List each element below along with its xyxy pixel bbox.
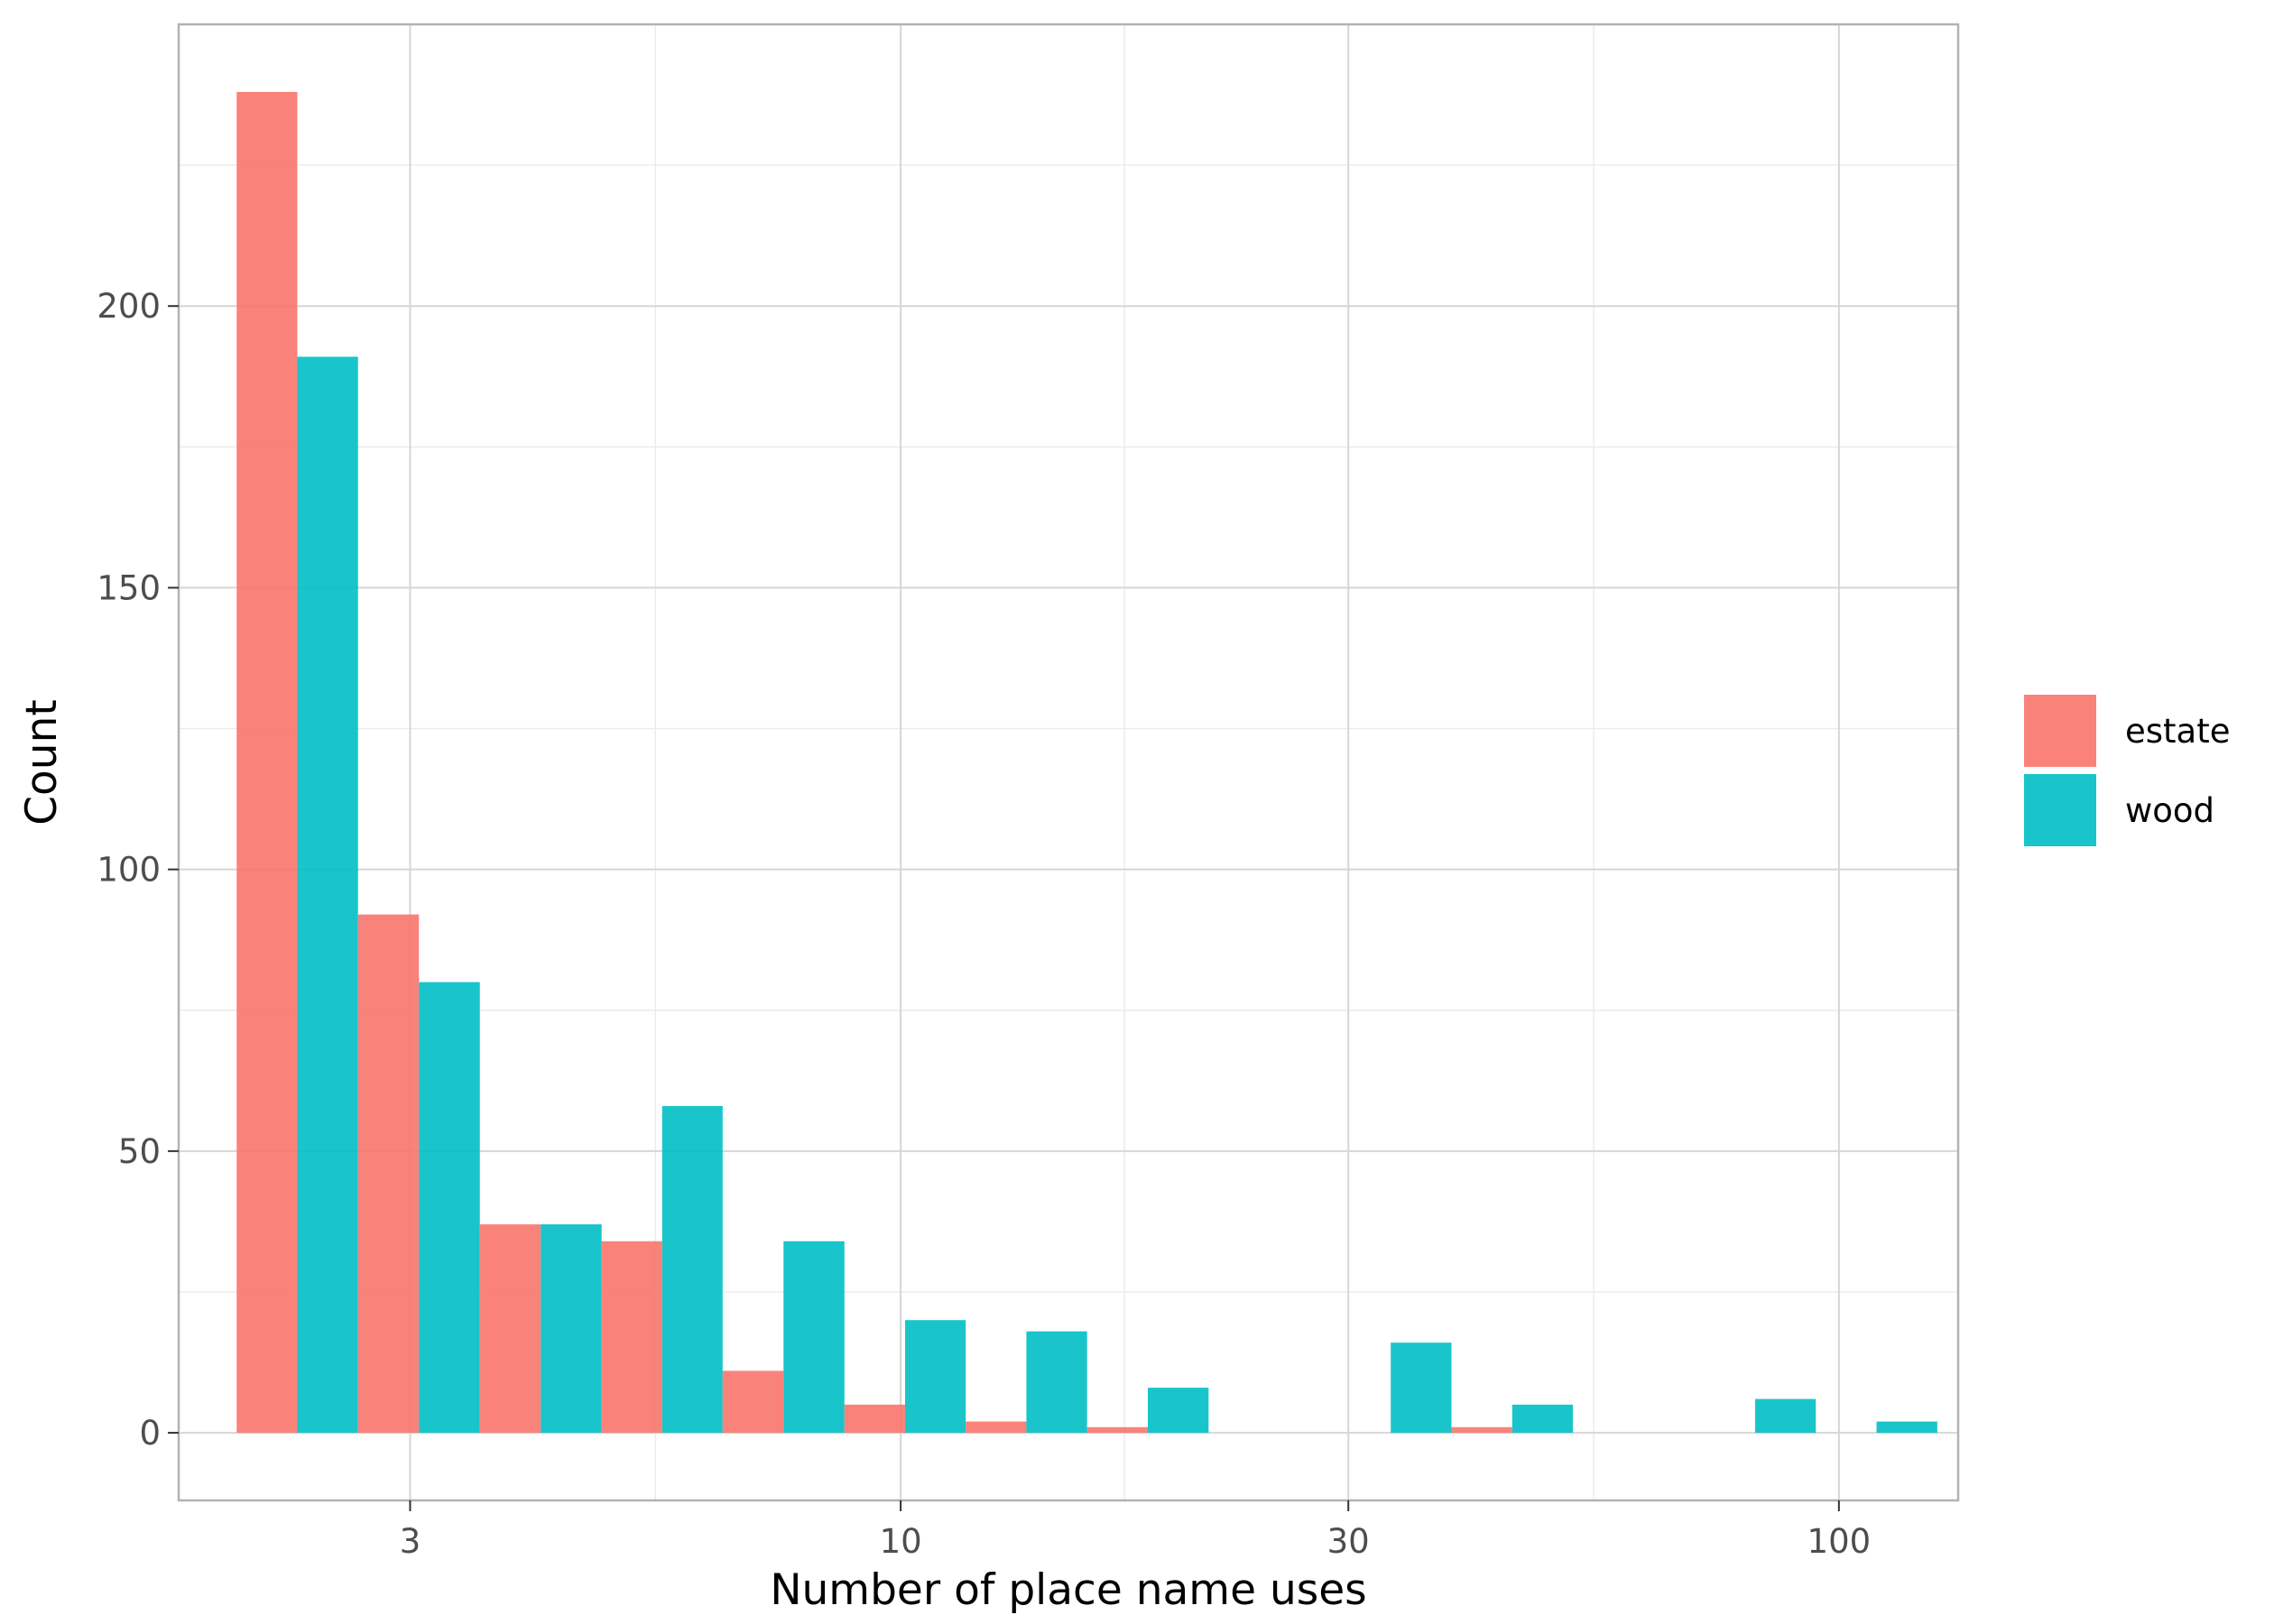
legend-key-wood [2024, 774, 2096, 846]
y-axis: 0 50 100 150 200 [97, 287, 179, 1453]
x-tick-label: 100 [1807, 1522, 1872, 1561]
bar-estate [1086, 1426, 1148, 1434]
x-tick-label: 3 [400, 1522, 421, 1561]
bar-estate [844, 1404, 905, 1434]
bar-wood [1026, 1331, 1087, 1434]
y-tick-label: 200 [97, 287, 161, 326]
bar-wood [783, 1241, 845, 1434]
panel-border [177, 23, 1960, 1502]
bar-wood [661, 1105, 723, 1434]
bar-wood [1148, 1388, 1209, 1434]
bar-wood [541, 1224, 602, 1434]
legend-key-estate [2024, 695, 2096, 767]
bar-wood [1754, 1398, 1816, 1434]
bar-estate [357, 914, 420, 1434]
bar-wood [904, 1320, 966, 1434]
x-tick-label: 10 [880, 1522, 922, 1561]
bars [236, 91, 1937, 1434]
bar-wood [1876, 1421, 1937, 1434]
bar-estate [601, 1241, 662, 1434]
bar-estate [479, 1224, 541, 1434]
bar-wood [1511, 1404, 1574, 1434]
bar-estate [722, 1370, 784, 1434]
bar-estate [236, 91, 298, 1434]
bar-estate [966, 1421, 1027, 1434]
legend-label-estate: estate [2125, 712, 2231, 751]
bar-wood [297, 356, 358, 1434]
x-axis: 3 10 30 100 [400, 1500, 1871, 1561]
x-axis-title: Number of place name uses [770, 1565, 1366, 1615]
bar-estate [1451, 1426, 1512, 1434]
y-tick-label: 100 [97, 851, 161, 890]
legend: estate wood [2024, 695, 2231, 846]
y-axis-title: Count [17, 699, 67, 826]
legend-label-wood: wood [2125, 791, 2214, 830]
bar-wood [419, 982, 480, 1434]
y-tick-label: 0 [139, 1414, 161, 1453]
grid-major [179, 24, 1958, 1500]
y-tick-label: 150 [97, 568, 161, 607]
bar-wood [1391, 1343, 1452, 1434]
x-tick-label: 30 [1327, 1522, 1370, 1561]
y-tick-label: 50 [118, 1132, 161, 1171]
